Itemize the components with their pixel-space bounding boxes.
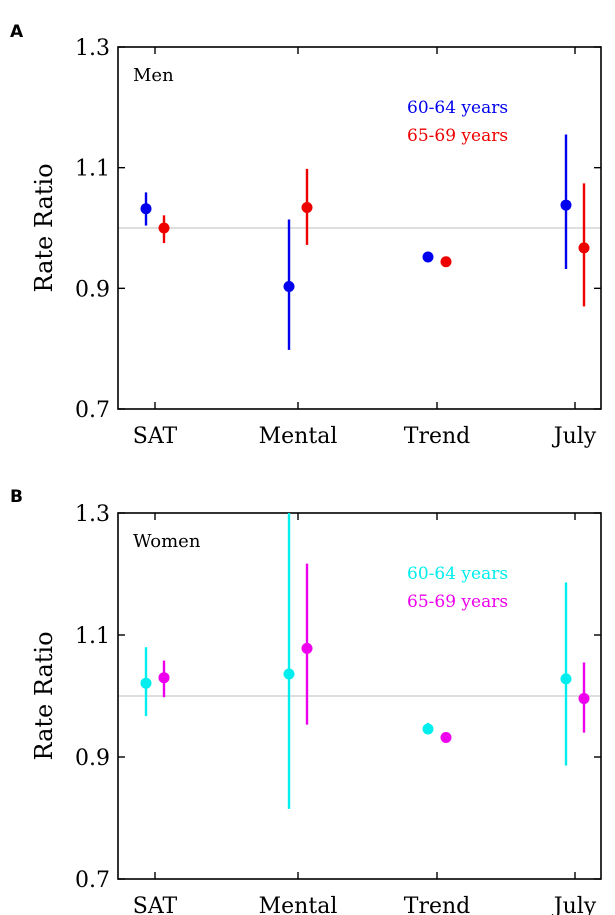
legend-entry: 60-64 years — [407, 564, 508, 584]
panel-letter: A — [10, 22, 24, 42]
data-point — [578, 692, 590, 704]
x-tick-label: SAT — [133, 894, 178, 915]
data-point — [140, 203, 152, 215]
x-tick-label: SAT — [133, 424, 178, 449]
group-label: Men — [133, 65, 174, 86]
data-point — [440, 256, 452, 268]
x-tick-label: Trend — [404, 894, 470, 915]
x-tick-label: July — [552, 424, 597, 449]
data-point — [283, 281, 295, 293]
y-tick-label: 0.7 — [75, 398, 110, 423]
y-tick-label: 1.3 — [75, 36, 110, 61]
data-point — [158, 222, 170, 234]
y-tick-label: 0.7 — [75, 868, 110, 893]
plot-frame — [117, 46, 602, 410]
x-tick-label: Mental — [259, 894, 338, 915]
legend-entry: 65-69 years — [407, 592, 508, 612]
panel-b: B 0.7 0.9 1.1 1.3 SAT Mental Trend July Rate Rati… — [10, 487, 602, 915]
data-point — [578, 242, 590, 254]
data-point — [422, 251, 434, 263]
x-tick-label: Mental — [259, 424, 338, 449]
plot-frame — [117, 512, 602, 880]
y-tick-label: 1.1 — [75, 624, 110, 649]
y-axis-label: Rate Ratio — [30, 631, 58, 760]
data-point — [283, 668, 295, 680]
data-point — [440, 731, 452, 743]
data-point — [422, 723, 434, 735]
legend-entry: 60-64 years — [407, 98, 508, 118]
legend-entry: 65-69 years — [407, 126, 508, 146]
data-point — [560, 199, 572, 211]
data-point — [140, 677, 152, 689]
data-point — [301, 642, 313, 654]
x-tick-label: Trend — [404, 424, 470, 449]
y-tick-label: 1.3 — [75, 502, 110, 527]
group-label: Women — [133, 531, 201, 552]
x-tick-label: July — [552, 894, 597, 915]
panel-a: A 0.7 0.9 1.1 1.3 SAT Mental Trend July Rate Rati… — [10, 22, 602, 449]
data-point — [301, 201, 313, 213]
data-point — [158, 672, 170, 684]
y-tick-label: 0.9 — [75, 746, 110, 771]
data-point — [560, 673, 572, 685]
y-axis-label: Rate Ratio — [30, 163, 58, 292]
panel-letter: B — [10, 487, 23, 507]
y-tick-label: 1.1 — [75, 157, 110, 182]
y-tick-label: 0.9 — [75, 277, 110, 302]
